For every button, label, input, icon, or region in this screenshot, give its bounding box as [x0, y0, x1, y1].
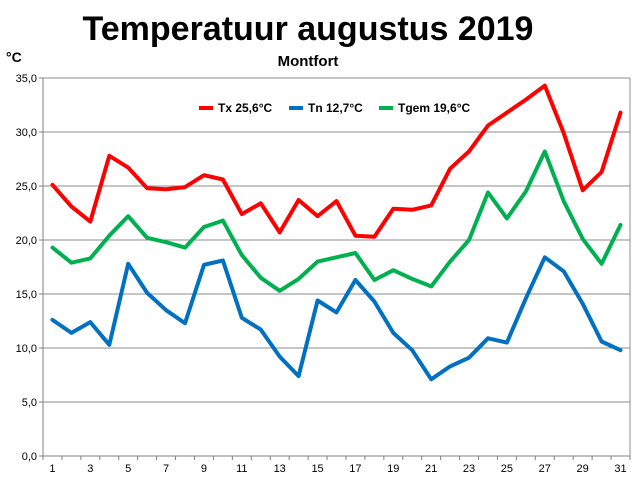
x-tick-label: 15	[311, 463, 323, 475]
x-tick-label: 29	[577, 463, 589, 475]
chart-subtitle: Montfort	[278, 53, 339, 70]
chart-title: Temperatuur augustus 2019	[83, 10, 534, 48]
series-lines	[50, 83, 623, 382]
y-tick-label: 30,0	[16, 127, 37, 139]
y-tick-label: 15,0	[16, 289, 37, 301]
y-tick-label: 20,0	[16, 235, 37, 247]
y-tick-label: 0,0	[22, 451, 37, 463]
x-tick-label: 3	[87, 463, 93, 475]
x-tick-label: 31	[614, 463, 626, 475]
x-tick-label: 11	[236, 463, 247, 475]
y-tick-label: 35,0	[16, 73, 37, 85]
x-tick-label: 17	[349, 463, 361, 475]
y-tick-label: 25,0	[16, 181, 37, 193]
x-tick-label: 27	[539, 463, 551, 475]
legend: Tx 25,6°C Tn 12,7°C Tgem 19,6°C	[199, 101, 470, 115]
y-axis-unit: °C	[6, 49, 22, 65]
x-tick-label: 5	[125, 463, 131, 475]
x-tick-label: 7	[163, 463, 169, 475]
series-line-3	[50, 149, 623, 293]
series-line-1	[50, 83, 623, 239]
x-tick-label: 19	[387, 463, 399, 475]
y-tick-label: 5,0	[22, 397, 37, 409]
x-tick-label: 23	[463, 463, 475, 475]
x-tick-label: 25	[501, 463, 513, 475]
x-tick-label: 1	[49, 463, 55, 475]
legend-label: Tx 25,6°C	[218, 101, 272, 115]
x-axis-ticks: 1 3 5 7 9 11 13 15 17 19 21 23 25 27 29 31	[42, 456, 631, 475]
y-axis-ticks: 0,0 5,0 10,0 15,0 20,0 25,0 30,0 35,0	[16, 73, 43, 463]
x-tick-label: 21	[425, 463, 437, 475]
x-tick-label: 13	[274, 463, 286, 475]
legend-label: Tn 12,7°C	[308, 101, 363, 115]
series-line-2	[50, 255, 623, 382]
grid	[42, 77, 631, 457]
x-tick-label: 9	[201, 463, 207, 475]
legend-label: Tgem 19,6°C	[398, 101, 470, 115]
y-tick-label: 10,0	[16, 343, 37, 355]
